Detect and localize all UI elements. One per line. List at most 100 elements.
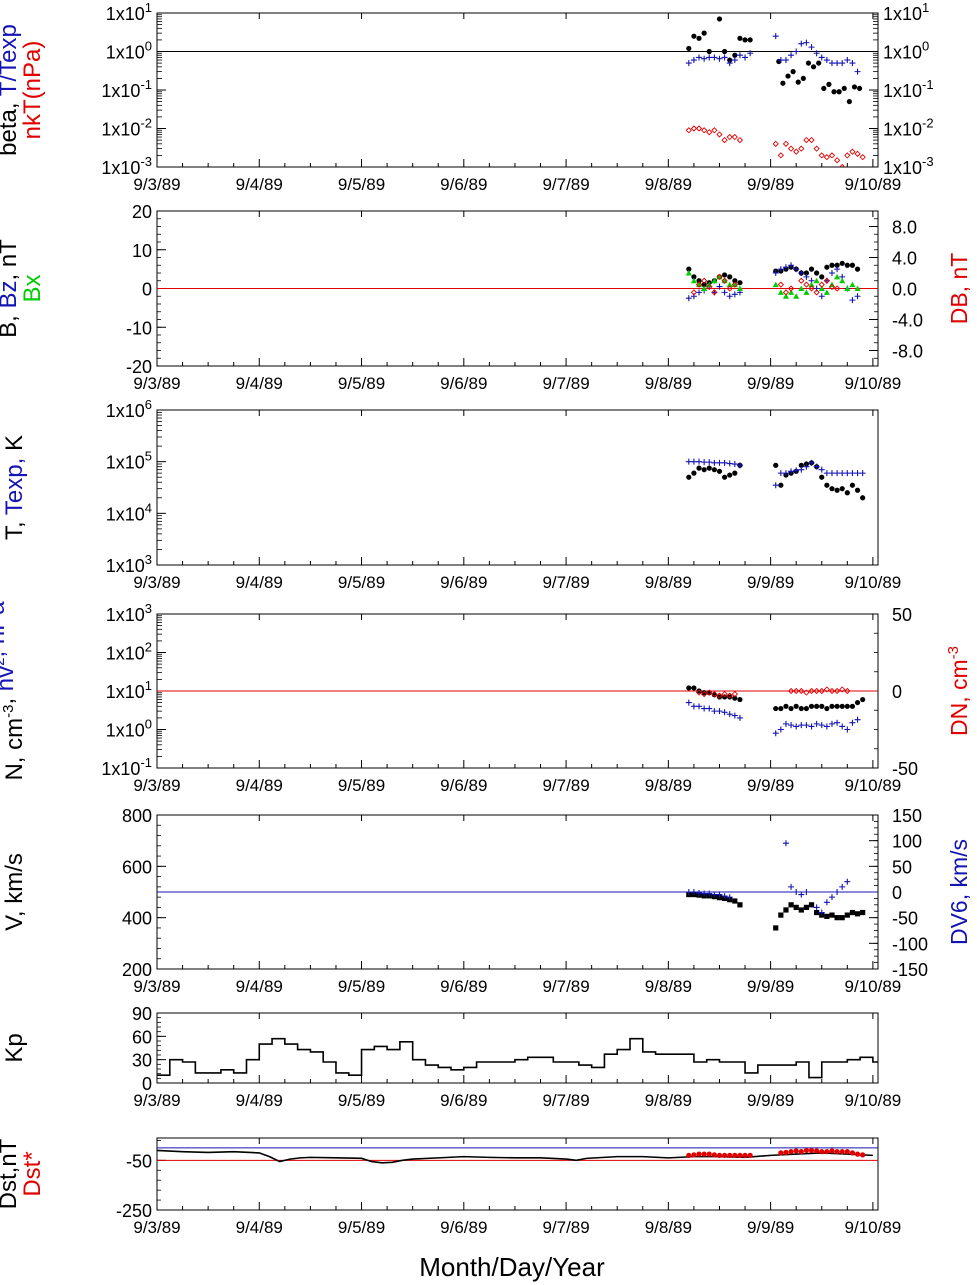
data-point — [844, 262, 850, 268]
data-point — [777, 266, 784, 273]
right-y-tick-label: 50 — [892, 857, 912, 877]
data-point — [747, 37, 753, 43]
data-point — [772, 730, 779, 737]
data-point — [716, 1152, 723, 1158]
data-point — [798, 145, 805, 152]
data-point — [839, 883, 846, 890]
data-point — [839, 486, 845, 492]
data-point — [839, 1149, 845, 1155]
right-y-tick-label: 8.0 — [892, 218, 917, 238]
data-point — [818, 54, 825, 61]
data-point — [778, 705, 784, 712]
data-point — [686, 474, 692, 480]
data-point — [814, 270, 820, 276]
y-tick-label: 800 — [122, 806, 152, 826]
x-tick-label: 9/10/89 — [845, 977, 902, 996]
right-y-tick-label: 100 — [892, 832, 922, 852]
data-point — [736, 462, 743, 469]
panel-bfield: 9/3/89 9/4/89 9/5/89 9/6/89 9/7/89 9/8/89 9/9/… — [0, 202, 972, 393]
data-point — [834, 703, 840, 709]
data-point — [849, 909, 856, 916]
data-point — [696, 54, 703, 61]
data-point — [721, 54, 728, 61]
data-point — [860, 495, 866, 501]
data-point — [685, 270, 692, 276]
data-point — [834, 915, 840, 921]
data-point — [803, 904, 810, 910]
data-point — [777, 57, 784, 64]
data-point — [701, 127, 708, 134]
x-tick-label: 9/5/89 — [338, 1091, 385, 1110]
data-point — [803, 705, 810, 712]
data-point — [721, 1152, 728, 1158]
data-point — [818, 152, 825, 159]
data-point — [778, 912, 784, 918]
x-tick-label: 9/6/89 — [440, 1091, 487, 1110]
data-point — [798, 722, 805, 729]
x-tick-label: 9/8/89 — [645, 175, 692, 194]
x-tick-label: 9/10/89 — [845, 573, 902, 592]
data-point — [706, 459, 713, 466]
data-point — [726, 293, 733, 300]
data-point — [803, 289, 810, 295]
x-tick-label: 9/10/89 — [845, 1091, 902, 1110]
data-point — [777, 281, 784, 288]
data-point — [818, 687, 825, 695]
data-point — [828, 283, 836, 291]
data-point — [828, 687, 836, 695]
data-point — [706, 705, 713, 712]
data-point — [823, 289, 830, 295]
data-point — [849, 148, 856, 155]
data-point — [808, 687, 815, 695]
data-point — [773, 925, 779, 931]
data-point — [727, 472, 733, 478]
data-point — [828, 152, 836, 159]
plot-frame — [156, 12, 879, 168]
right-y-axis-label: DB, nT — [946, 253, 972, 325]
data-point — [854, 266, 861, 272]
y-tick-label: 1x10-3 — [101, 154, 152, 178]
panel-velocity: 9/3/89 9/4/89 9/5/89 9/6/89 9/7/89 9/8/89 9/9/… — [1, 806, 972, 996]
data-point — [727, 694, 733, 700]
data-point — [818, 722, 825, 729]
data-point — [732, 898, 738, 904]
x-tick-label: 9/4/89 — [236, 1091, 283, 1110]
x-tick-label: 9/5/89 — [338, 175, 385, 194]
y-axis-label: T, Texp, K — [1, 435, 28, 540]
data-point — [706, 54, 713, 61]
data-point — [716, 283, 723, 290]
data-point — [833, 285, 841, 292]
data-point — [819, 474, 825, 480]
data-point — [716, 694, 723, 700]
data-point — [826, 81, 832, 87]
data-point — [726, 460, 733, 467]
data-point — [731, 690, 738, 698]
data-point — [849, 719, 856, 726]
data-point — [685, 889, 692, 895]
data-point — [823, 154, 831, 161]
data-point — [854, 911, 861, 917]
data-point — [814, 1148, 820, 1154]
data-point — [798, 466, 805, 473]
x-tick-label: 9/10/89 — [845, 776, 902, 795]
x-tick-label: 9/6/89 — [440, 977, 487, 996]
data-point — [844, 152, 851, 159]
data-point — [721, 459, 728, 466]
x-tick-label: 9/8/89 — [645, 776, 692, 795]
data-point — [685, 60, 692, 67]
data-point — [834, 266, 841, 273]
x-tick-label: 9/10/89 — [845, 1218, 902, 1237]
x-tick-label: 9/3/89 — [133, 175, 180, 194]
data-point — [793, 687, 800, 695]
data-point — [782, 720, 789, 727]
data-point — [716, 273, 723, 281]
data-point — [782, 57, 789, 64]
data-point — [829, 912, 835, 918]
x-tick-label: 9/5/89 — [338, 573, 385, 592]
y-tick-label: 400 — [122, 909, 152, 929]
x-tick-label: 9/7/89 — [542, 175, 589, 194]
x-tick-label: 9/3/89 — [133, 374, 180, 393]
data-point — [798, 40, 805, 47]
data-point — [696, 35, 702, 41]
